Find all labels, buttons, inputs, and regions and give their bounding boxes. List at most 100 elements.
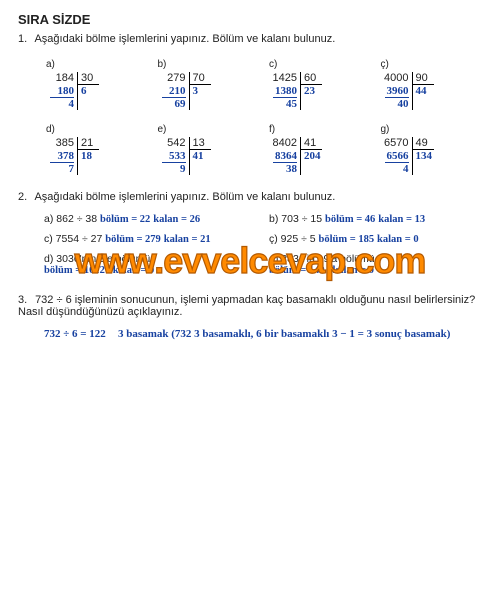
divisor: 21 [78,137,99,150]
work-column: 210 69 [158,85,190,110]
q3-answer: 732 ÷ 6 = 122 3 basamak (732 3 basamaklı… [44,328,482,340]
q2-item: b) 703 ÷ 15 bölüm = 46 kalan = 13 [269,213,482,225]
q2-kalan: kalan = 0 [377,234,419,245]
q2-row: c) 7554 ÷ 27 bölüm = 279 kalan = 21 ç) 9… [44,233,482,245]
q2-kalan: kalan = 13 [378,214,425,225]
q2-bolum: bölüm = 185 [319,234,375,245]
q1-text: Aşağıdaki bölme işlemlerini yapınız. Böl… [34,33,335,45]
item-label: ç) [381,59,483,70]
remainder: 69 [158,98,186,110]
remainder: 45 [269,98,297,110]
q2-problem: 7554 ÷ 27 [56,233,106,245]
q2-problem: 3036'nın 3'e bölümü [56,253,150,265]
q2-item: c) 7554 ÷ 27 bölüm = 279 kalan = 21 [44,233,257,245]
work-column: 533 9 [158,150,190,175]
quotient: 23 [301,85,322,110]
work-line: 1380 [269,85,297,97]
dividend: 1425 [269,72,301,85]
item-label: a) [46,59,148,70]
remainder: 7 [46,163,74,175]
division-item: c) 1425 60 1380 45 23 [269,59,371,110]
remainder: 9 [158,163,186,175]
work-column: 3960 40 [381,85,413,110]
divisor: 70 [190,72,211,85]
q2-text: Aşağıdaki bölme işlemlerini yapınız. Böl… [34,191,335,203]
quotient: 3 [190,85,211,110]
dividend: 542 [158,137,190,150]
question-3: 3. 732 ÷ 6 işleminin sonucunun, işlemi y… [18,294,482,318]
q2-problem: 2831'in 19'a bölümü [281,253,374,265]
q2-kalan: kalan = 21 [164,234,211,245]
divisor: 60 [301,72,322,85]
q2-problem: 703 ÷ 15 [281,213,325,225]
quotient: 18 [78,150,99,175]
remainder: 38 [269,163,297,175]
dividend: 8402 [269,137,301,150]
q2-label: d) [44,253,53,265]
quotient: 134 [413,150,434,175]
dividend: 385 [46,137,78,150]
q3-ans1: 732 ÷ 6 = 122 [44,328,106,340]
q3-text: 732 ÷ 6 işleminin sonucunun, işlemi yapm… [18,294,475,318]
remainder: 4 [381,163,409,175]
dividend: 184 [46,72,78,85]
work-line: 3960 [381,85,409,97]
divisor: 41 [301,137,322,150]
divisor: 30 [78,72,99,85]
q2-ans: bölüm = 1012 kalan = 0 [44,265,257,276]
q2-label: ç) [269,233,278,245]
q2-label: b) [269,213,278,225]
remainder: 4 [46,98,74,110]
q2-label: c) [44,233,53,245]
item-label: d) [46,124,148,135]
q2-item: a) 862 ÷ 38 bölüm = 22 kalan = 26 [44,213,257,225]
item-label: g) [381,124,483,135]
quotient: 204 [301,150,322,175]
division-item: f) 8402 41 8364 38 204 [269,124,371,175]
q2-problem: 925 ÷ 5 [281,233,319,245]
q1-row-2: d) 385 21 378 7 18 e) 542 13 [46,124,482,175]
work-line: 8364 [269,150,297,162]
divisor: 49 [413,137,434,150]
q2-item: e) 2831'in 19'a bölümü bölüm = 149 kalan… [269,253,482,276]
question-2: 2. Aşağıdaki bölme işlemlerini yapınız. … [18,191,482,203]
division-item: d) 385 21 378 7 18 [46,124,148,175]
q2-number: 2. [18,191,32,203]
division-item: g) 6570 49 6566 4 134 [381,124,483,175]
work-line: 180 [46,85,74,97]
work-line: 6566 [381,150,409,162]
item-label: e) [158,124,260,135]
quotient: 44 [413,85,434,110]
remainder: 40 [381,98,409,110]
work-column: 378 7 [46,150,78,175]
q2-bolum: bölüm = 279 [105,234,161,245]
work-line: 210 [158,85,186,97]
q2-answers: a) 862 ÷ 38 bölüm = 22 kalan = 26 b) 703… [18,213,482,276]
q2-ans: bölüm = 149 kalan = 0 [269,265,482,276]
work-column: 6566 4 [381,150,413,175]
division-item: e) 542 13 533 9 41 [158,124,260,175]
division-item: a) 184 30 180 4 6 [46,59,148,110]
q2-item: ç) 925 ÷ 5 bölüm = 185 kalan = 0 [269,233,482,245]
q2-row: a) 862 ÷ 38 bölüm = 22 kalan = 26 b) 703… [44,213,482,225]
q1-row-1: a) 184 30 180 4 6 b) 279 70 [46,59,482,110]
q2-problem: 862 ÷ 38 [56,213,100,225]
work-column: 8364 38 [269,150,301,175]
divisor: 90 [413,72,434,85]
division-item: b) 279 70 210 69 3 [158,59,260,110]
q2-row: d) 3036'nın 3'e bölümü bölüm = 1012 kala… [44,253,482,276]
q2-kalan: kalan = 26 [153,214,200,225]
q1-number: 1. [18,33,32,45]
work-column: 180 4 [46,85,78,110]
work-line: 378 [46,150,74,162]
division-item: ç) 4000 90 3960 40 44 [381,59,483,110]
q3-number: 3. [18,294,32,306]
q2-bolum: bölüm = 46 [325,214,375,225]
item-label: b) [158,59,260,70]
page-title: SIRA SİZDE [18,12,482,27]
q2-bolum: bölüm = 22 [100,214,150,225]
dividend: 6570 [381,137,413,150]
dividend: 4000 [381,72,413,85]
quotient: 6 [78,85,99,110]
question-1: 1. Aşağıdaki bölme işlemlerini yapınız. … [18,33,482,45]
